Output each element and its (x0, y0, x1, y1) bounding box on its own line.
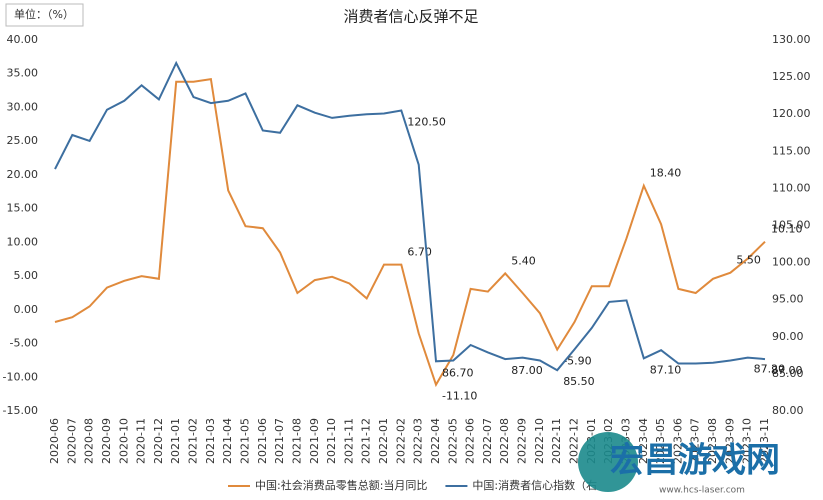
y2-tick-label: 80.00 (772, 404, 804, 417)
y2-tick-label: 105.00 (772, 219, 811, 232)
x-tick-label: 2022-12 (568, 418, 581, 464)
data-label: 87.20 (754, 363, 786, 376)
x-tick-label: 2022-01 (377, 418, 390, 464)
unit-note: 单位：（%） (14, 7, 74, 21)
x-tick-label: 2022-11 (550, 418, 563, 464)
x-tick-label: 2022-09 (516, 418, 529, 464)
y-tick-label: 20.00 (7, 168, 39, 181)
y2-tick-label: 120.00 (772, 107, 811, 120)
x-tick-label: 2023-07 (689, 418, 702, 464)
x-tick-label: 2021-05 (238, 418, 251, 464)
legend-label: 中国:社会消费品零售总额:当月同比 (255, 478, 427, 492)
x-tick-label: 2023-04 (637, 418, 650, 464)
y-tick-label: 15.00 (7, 202, 39, 215)
x-tick-label: 2021-02 (187, 418, 200, 464)
legend-label: 中国:消费者信心指数（右 (472, 478, 597, 492)
x-tick-label: 2021-12 (360, 418, 373, 464)
y-tick-label: 35.00 (7, 67, 39, 80)
x-tick-label: 2022-06 (464, 418, 477, 464)
data-label: 87.00 (511, 364, 543, 377)
series-line (54, 60, 766, 372)
x-tick-label: 2022-05 (446, 418, 459, 464)
x-tick-label: 2021-11 (342, 418, 355, 464)
y2-tick-label: 115.00 (772, 144, 811, 157)
x-tick-label: 2021-10 (325, 418, 338, 464)
x-tick-label: 2020-08 (83, 418, 96, 464)
data-label: 86.70 (442, 366, 474, 379)
x-tick-label: 2021-03 (204, 418, 217, 464)
x-tick-label: 2021-08 (290, 418, 303, 464)
y-tick-label: 5.00 (14, 269, 39, 282)
x-tick-label: 2022-04 (429, 418, 442, 464)
y-tick-label: -10.00 (3, 370, 38, 383)
x-tick-label: 2021-06 (256, 418, 269, 464)
watermark-logo (578, 432, 638, 492)
y2-tick-label: 100.00 (772, 256, 811, 269)
data-label: 5.40 (511, 254, 536, 267)
x-tick-label: 2020-12 (152, 418, 165, 464)
y2-tick-label: 110.00 (772, 181, 811, 194)
series-line (54, 77, 766, 388)
y-tick-label: -5.00 (10, 337, 38, 350)
x-tick-label: 2020-11 (135, 418, 148, 464)
y-tick-label: 30.00 (7, 100, 39, 113)
x-tick-label: 2021-07 (273, 418, 286, 464)
y-tick-label: 0.00 (14, 303, 39, 316)
x-tick-label: 2023-05 (654, 418, 667, 464)
y-tick-label: -15.00 (3, 404, 38, 417)
x-tick-label: 2023-11 (758, 418, 771, 464)
watermark-url: www.hcs-laser.com (659, 486, 745, 496)
data-label: 87.10 (650, 363, 682, 376)
x-tick-label: 2021-04 (221, 418, 234, 464)
y-tick-label: 25.00 (7, 134, 39, 147)
data-label: 18.40 (650, 167, 682, 180)
x-tick-label: 2023-06 (671, 418, 684, 464)
data-label: 85.50 (563, 375, 595, 388)
x-tick-label: 2022-10 (533, 418, 546, 464)
y2-tick-label: 85.00 (772, 367, 804, 380)
y-tick-label: 40.00 (7, 33, 39, 46)
x-tick-label: 2020-10 (117, 418, 130, 464)
x-tick-label: 2022-03 (412, 418, 425, 464)
x-tick-label: 2021-09 (308, 418, 321, 464)
x-tick-label: 2022-07 (481, 418, 494, 464)
unit-box (5, 3, 84, 27)
x-tick-label: 2023-10 (741, 418, 754, 464)
data-label: -11.10 (442, 390, 477, 403)
x-tick-label: 2020-09 (100, 418, 113, 464)
data-label: 5.50 (736, 254, 761, 267)
x-tick-label: 2021-01 (169, 418, 182, 464)
y2-tick-label: 90.00 (772, 330, 804, 343)
x-tick-label: 2020-06 (48, 418, 61, 464)
data-label: 6.70 (407, 246, 432, 259)
data-label: -5.90 (563, 355, 591, 368)
watermark: 宏昌游戏网 www.hcs-laser.com (578, 432, 780, 496)
data-label: 120.50 (407, 115, 446, 128)
x-tick-label: 2022-08 (498, 418, 511, 464)
chart-title: 消费者信心反弹不足 (343, 8, 478, 26)
x-tick-label: 2023-09 (723, 418, 736, 464)
y2-tick-label: 130.00 (772, 33, 811, 46)
data-label: 87.00 (771, 364, 803, 377)
watermark-text: 宏昌游戏网 (610, 441, 780, 481)
x-tick-label: 2023-08 (706, 418, 719, 464)
data-label: 10.10 (771, 223, 803, 236)
y-tick-label: 10.00 (7, 235, 39, 248)
x-tick-label: 2020-07 (65, 418, 78, 464)
x-tick-label: 2022-02 (394, 418, 407, 464)
y2-tick-label: 125.00 (772, 70, 811, 83)
y2-tick-label: 95.00 (772, 293, 804, 306)
